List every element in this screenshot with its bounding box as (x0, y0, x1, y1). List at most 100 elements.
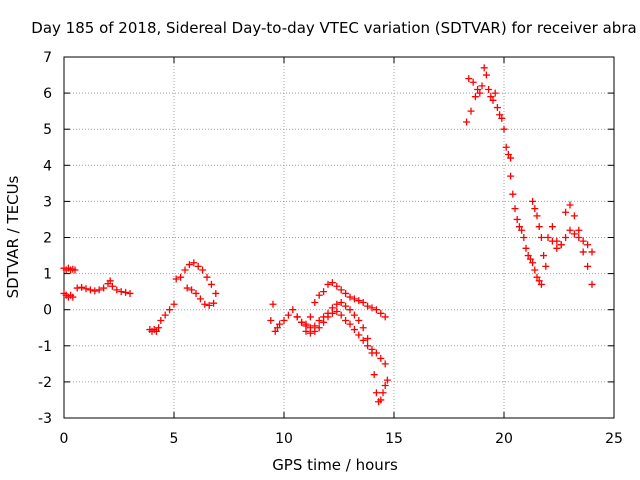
data-point (487, 93, 495, 101)
y-tick-label: 2 (43, 231, 52, 247)
data-point (346, 293, 354, 301)
y-tick-label: -3 (38, 411, 52, 427)
data-point (205, 301, 213, 309)
data-point (298, 318, 306, 326)
data-point (478, 82, 486, 90)
data-point (383, 376, 391, 384)
x-axis-label: GPS time / hours (272, 456, 398, 474)
y-tick-label: 1 (43, 267, 52, 283)
data-point (463, 118, 471, 126)
chart-title: Day 185 of 2018, Sidereal Day-to-day VTE… (31, 19, 636, 37)
series-sdtvar-i (302, 308, 389, 368)
data-point (320, 318, 328, 326)
data-point (557, 241, 565, 249)
data-point (537, 234, 545, 241)
data-point (91, 287, 99, 295)
series-sdtvar-c (73, 277, 134, 297)
data-point (71, 266, 79, 274)
data-point (518, 226, 526, 234)
data-point (502, 143, 510, 151)
data-point (69, 293, 77, 301)
data-point (364, 302, 372, 310)
data-point (155, 324, 163, 332)
data-point (337, 298, 345, 306)
data-point (498, 114, 506, 122)
data-point (328, 279, 336, 287)
data-point (520, 234, 528, 241)
data-point (515, 223, 523, 231)
series-sdtvar-f (183, 284, 218, 309)
x-tick-label: 0 (60, 431, 69, 447)
y-tick-label: -1 (38, 339, 52, 355)
data-point (337, 286, 345, 294)
y-axis-label: SDTVAR / TECUs (4, 175, 22, 298)
data-point (177, 273, 185, 281)
data-point (276, 320, 284, 328)
data-point (289, 306, 297, 314)
data-point (359, 324, 367, 332)
data-point (355, 297, 363, 305)
data-point (210, 299, 218, 307)
data-point (117, 288, 125, 296)
data-point (542, 262, 550, 270)
data-point (531, 205, 539, 213)
data-point (548, 223, 556, 231)
data-point (535, 277, 543, 285)
data-point (355, 317, 363, 325)
data-point (271, 327, 279, 335)
data-point (471, 93, 479, 101)
data-point (212, 289, 220, 297)
series-sdtvar-b (60, 289, 77, 301)
data-point (368, 304, 376, 312)
data-point (333, 308, 341, 316)
data-point (346, 306, 354, 314)
gridlines (64, 57, 614, 418)
data-point (302, 327, 310, 335)
data-point (203, 273, 211, 281)
data-point (359, 336, 367, 344)
data-point (524, 252, 532, 260)
data-point (480, 64, 488, 72)
data-point (467, 107, 475, 115)
data-point (370, 371, 378, 379)
data-point (377, 396, 385, 404)
data-point (588, 280, 596, 288)
data-point (201, 300, 209, 308)
data-point (342, 302, 350, 310)
data-point (491, 89, 499, 97)
data-point (346, 320, 354, 328)
y-tick-label: 3 (43, 194, 52, 210)
y-tick-label: 4 (43, 158, 52, 174)
data-point (537, 280, 545, 288)
data-point (199, 266, 207, 274)
data-point (381, 360, 389, 368)
x-tick-label: 15 (385, 431, 403, 447)
data-point (562, 208, 570, 216)
data-point (315, 291, 323, 299)
data-point (493, 104, 501, 112)
data-point (566, 226, 574, 234)
data-point (507, 154, 515, 162)
y-tick-label: 7 (43, 50, 52, 66)
data-point (579, 248, 587, 256)
data-point (337, 311, 345, 319)
data-point (185, 261, 193, 269)
data-point (324, 313, 332, 321)
data-point (157, 317, 165, 325)
data-point (562, 234, 570, 241)
data-point (355, 331, 363, 339)
data-point (207, 280, 215, 288)
x-tick-label: 20 (495, 431, 513, 447)
data-point (533, 273, 541, 281)
y-tick-label: -2 (38, 375, 52, 391)
data-point (377, 354, 385, 362)
data-point (381, 313, 389, 321)
x-tick-label: 10 (275, 431, 293, 447)
data-point (328, 309, 336, 317)
data-point (364, 342, 372, 350)
series-sdtvar-j (463, 64, 515, 162)
data-point (372, 349, 380, 357)
data-point (570, 230, 578, 238)
